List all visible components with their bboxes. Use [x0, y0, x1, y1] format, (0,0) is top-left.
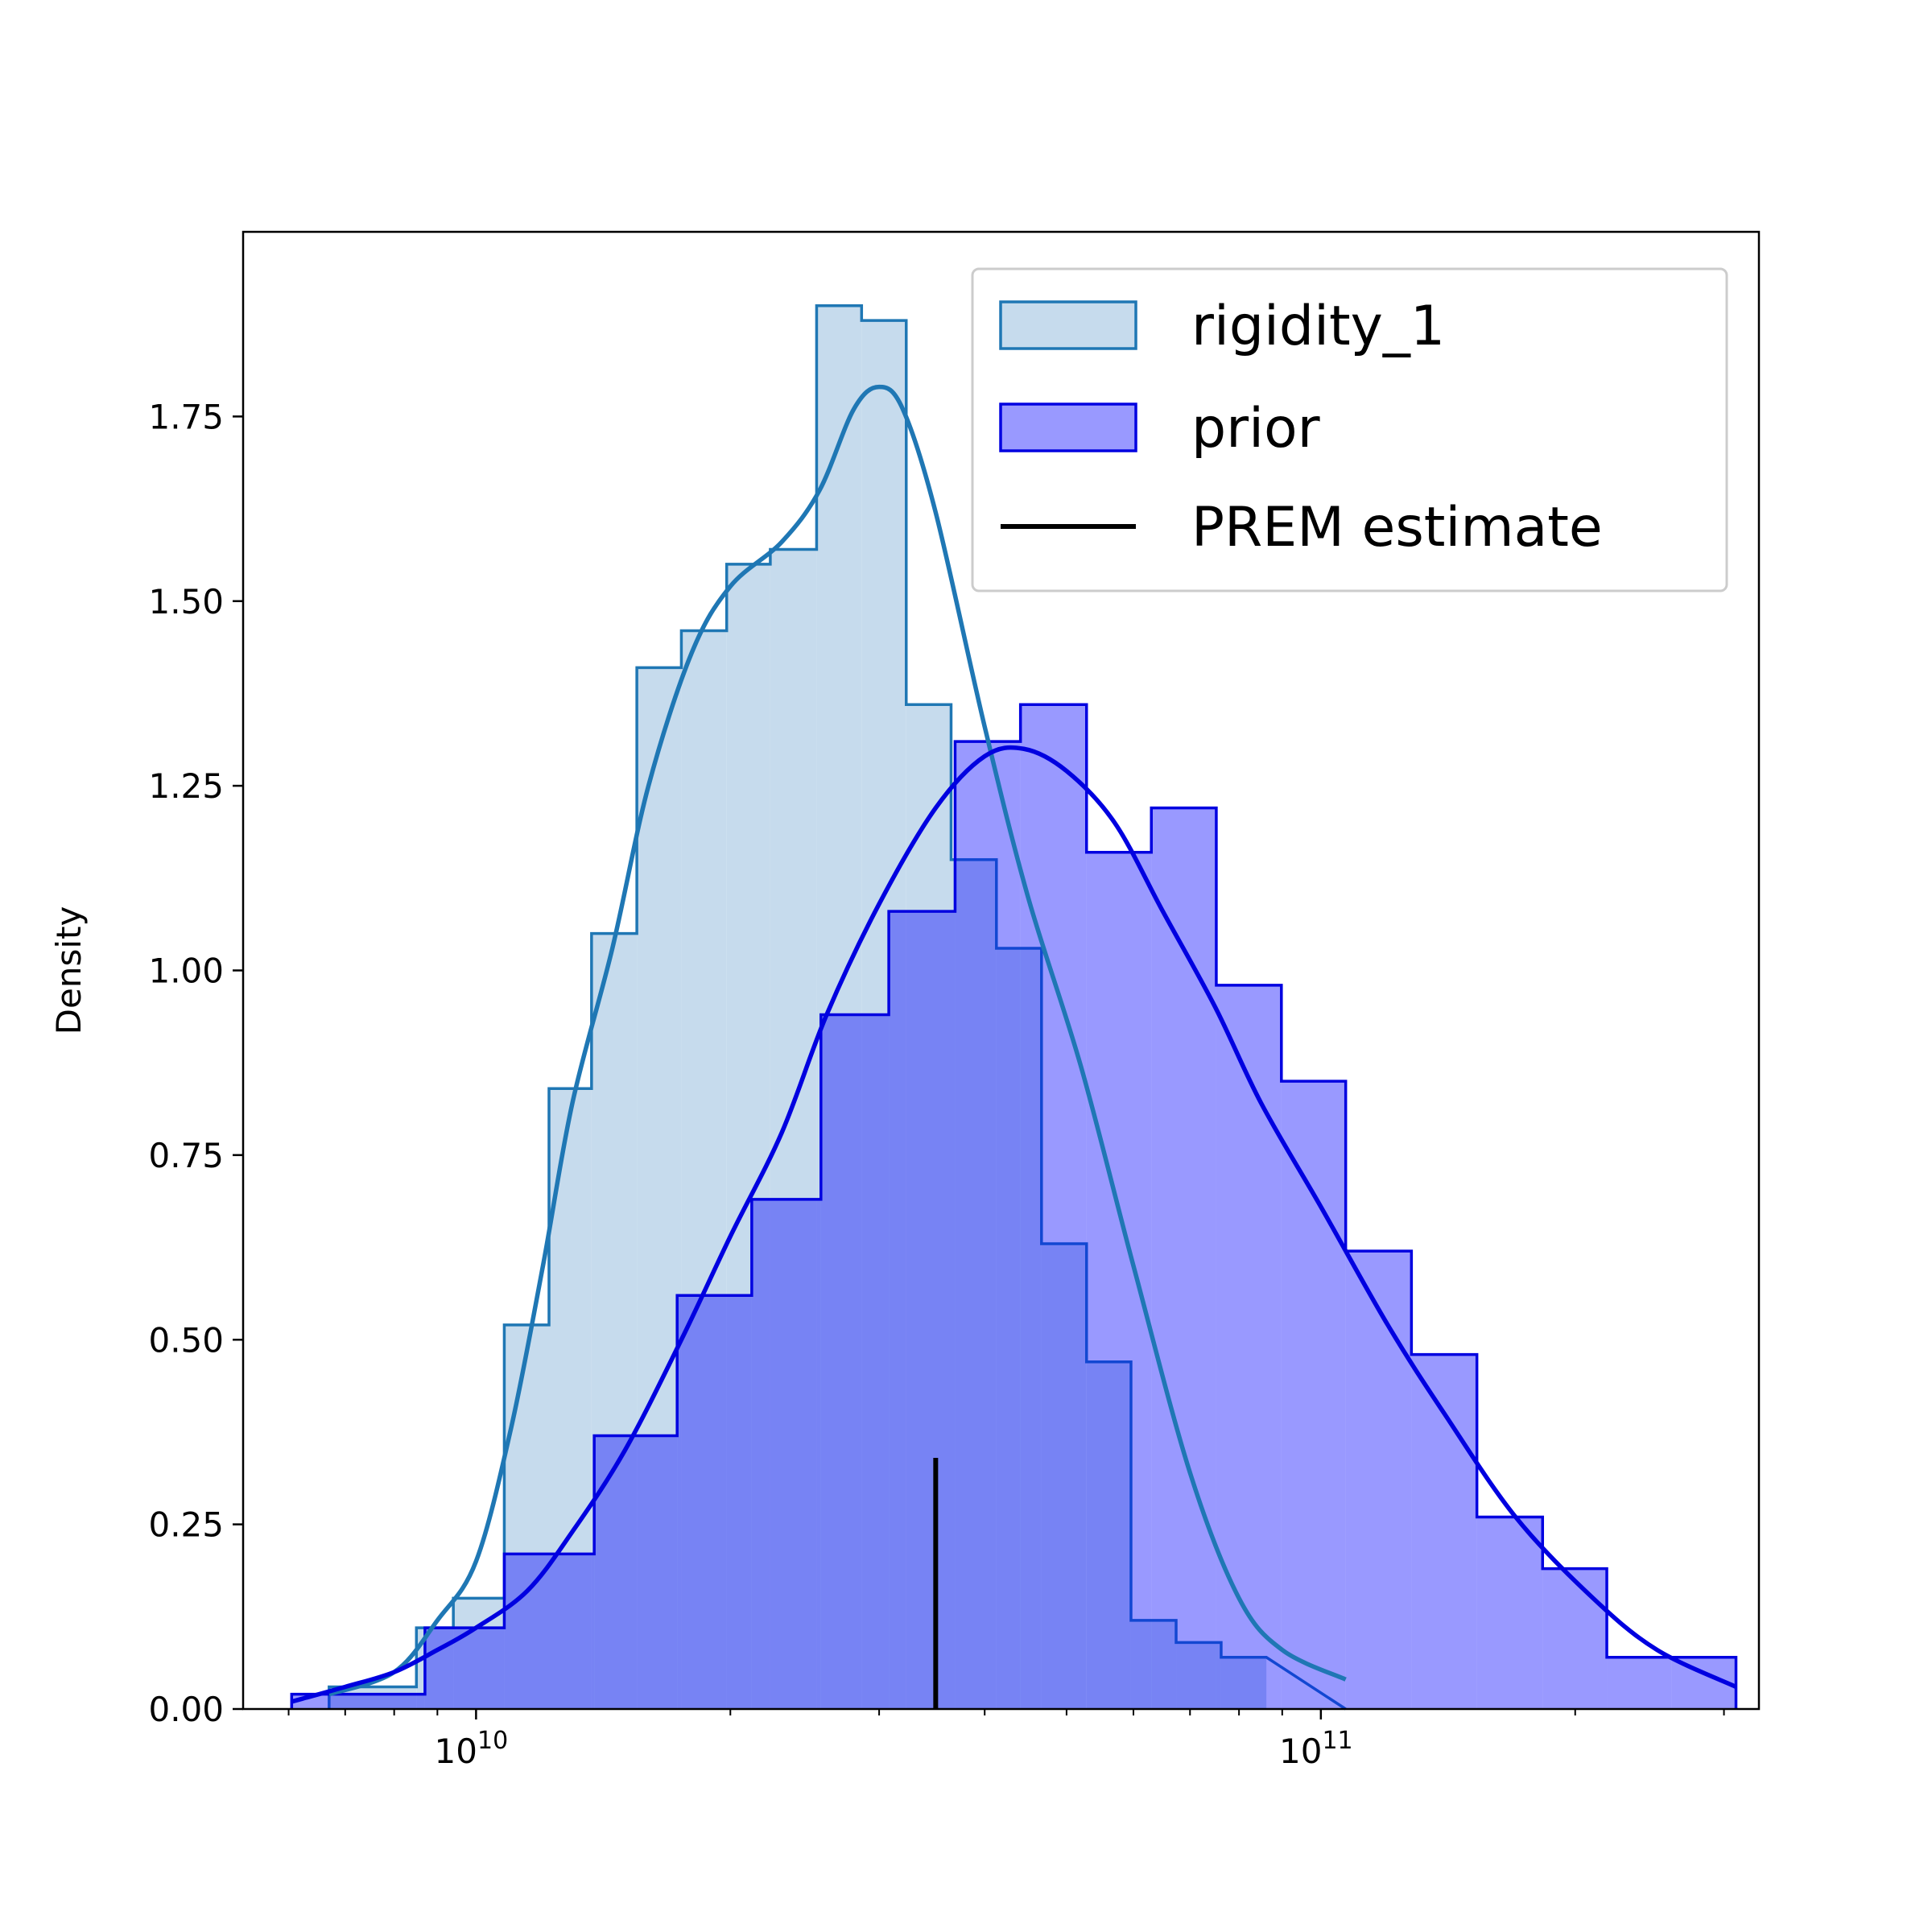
prior-bar: [291, 1694, 425, 1709]
prior-bar: [889, 911, 956, 1709]
x-axis: 1010 1011: [287, 1709, 1725, 1771]
rigidity-bar: [951, 859, 997, 1709]
prior-bar: [1086, 852, 1152, 1709]
prior-bar: [504, 1554, 595, 1709]
prior-bar: [1345, 1251, 1412, 1709]
rigidity-bar: [637, 667, 682, 1710]
prior-bar: [955, 741, 1021, 1710]
y-axis: 0.00 0.25 0.50 0.75 1.00 1.25 1.50 1.75: [148, 397, 243, 1729]
y-tick-label: 0.25: [148, 1505, 224, 1545]
y-tick-label: 1.25: [148, 766, 224, 806]
rigidity-kde-line: [328, 384, 1347, 1697]
rigidity-bar: [504, 1324, 549, 1709]
y-tick-label: 0.50: [148, 1320, 224, 1360]
x-tick-label: 1010: [435, 1727, 509, 1771]
legend-label-prem: PREM estimate: [1191, 496, 1603, 559]
prior-bar: [1151, 807, 1216, 1709]
legend-box: [971, 267, 1728, 592]
rigidity-bar: [816, 305, 862, 1709]
prior-bar: [677, 1295, 752, 1709]
prior-bar: [1476, 1517, 1543, 1709]
prior-bar: [1020, 704, 1087, 1710]
prior-bar: [820, 1014, 890, 1709]
legend: rigidity_1 prior PREM estimate: [971, 267, 1728, 592]
rigidity-bar: [726, 564, 770, 1709]
y-tick-label: 1.50: [148, 582, 224, 621]
prior-bar: [1542, 1568, 1608, 1709]
x-tick-label: 1011: [1279, 1727, 1353, 1771]
y-tick-label: 0.75: [148, 1136, 224, 1175]
y-tick-label: 0.00: [148, 1690, 224, 1729]
rigidity-bar: [1086, 1361, 1131, 1709]
x-tick-base: 10: [1279, 1732, 1322, 1771]
y-tick-label: 1.00: [148, 952, 224, 991]
legend-label-prior: prior: [1191, 397, 1320, 460]
prior-kde-line: [291, 745, 1737, 1704]
legend-swatch-rigidity: [999, 300, 1137, 350]
rigidity-bar: [996, 947, 1042, 1709]
rigidity-bar: [681, 630, 727, 1710]
prior-outline: [290, 703, 1738, 1709]
rigidity-bar: [1176, 1642, 1221, 1709]
rigidity-bar: [1130, 1620, 1177, 1709]
x-tick-base: 10: [435, 1732, 477, 1771]
rigidity-bar: [906, 704, 952, 1710]
rigidity-bar: [770, 549, 817, 1709]
plot-area: [290, 304, 1738, 1711]
rigidity-bar: [1220, 1657, 1267, 1709]
prior-bar: [424, 1628, 505, 1709]
x-tick-exponent: 11: [1322, 1727, 1352, 1755]
rigidity-bar: [591, 933, 638, 1709]
prior-bar: [1607, 1657, 1672, 1709]
prior-bar: [751, 1199, 821, 1709]
y-axis-label: Density: [49, 906, 89, 1035]
prior-bar: [1216, 985, 1282, 1709]
x-tick-exponent: 10: [477, 1727, 508, 1755]
prior-bar: [1411, 1354, 1477, 1709]
prior-bar: [1281, 1081, 1346, 1709]
legend-swatch-prior: [999, 402, 1137, 452]
rigidity-outline: [328, 304, 1347, 1711]
rigidity-bar: [1041, 1243, 1087, 1709]
legend-label-rigidity: rigidity_1: [1191, 295, 1445, 358]
y-tick-label: 1.75: [148, 397, 224, 436]
